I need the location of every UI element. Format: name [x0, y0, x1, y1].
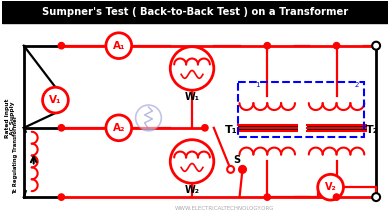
Circle shape — [264, 194, 270, 200]
Circle shape — [333, 42, 340, 49]
Circle shape — [136, 105, 161, 131]
Bar — [2, 1, 388, 23]
Circle shape — [106, 33, 132, 59]
Circle shape — [318, 174, 344, 200]
Circle shape — [170, 47, 214, 90]
Text: S: S — [233, 156, 240, 165]
Circle shape — [58, 125, 65, 131]
Text: W₁: W₁ — [184, 92, 200, 102]
Bar — [238, 82, 364, 137]
Text: WWW.ELECTRICALTECHNOLOGY.ORG: WWW.ELECTRICALTECHNOLOGY.ORG — [175, 207, 275, 211]
Circle shape — [170, 140, 214, 183]
Text: 1: 1 — [255, 82, 260, 88]
Circle shape — [58, 194, 65, 200]
Text: V₂: V₂ — [325, 182, 337, 192]
Circle shape — [264, 42, 270, 49]
Circle shape — [333, 194, 340, 200]
Text: Sumpner's Test ( Back-to-Back Test ) on a Transformer: Sumpner's Test ( Back-to-Back Test ) on … — [42, 7, 348, 17]
Text: W₂: W₂ — [184, 185, 200, 195]
Text: V₁: V₁ — [49, 95, 62, 105]
Text: A₁: A₁ — [113, 41, 125, 51]
Circle shape — [239, 166, 246, 172]
Text: T₁: T₁ — [225, 125, 238, 135]
Circle shape — [58, 42, 65, 49]
Circle shape — [372, 42, 380, 50]
Text: T₂: T₂ — [366, 125, 378, 135]
Circle shape — [43, 87, 68, 113]
Text: Rated Input
AC Supply: Rated Input AC Supply — [5, 98, 15, 138]
Circle shape — [202, 125, 208, 131]
Text: A₂: A₂ — [113, 123, 125, 133]
Text: Tc Regulating Transformer: Tc Regulating Transformer — [13, 115, 18, 194]
Circle shape — [227, 166, 234, 173]
Circle shape — [239, 166, 246, 173]
Circle shape — [372, 193, 380, 201]
Circle shape — [106, 115, 132, 141]
Text: 2: 2 — [354, 82, 358, 88]
